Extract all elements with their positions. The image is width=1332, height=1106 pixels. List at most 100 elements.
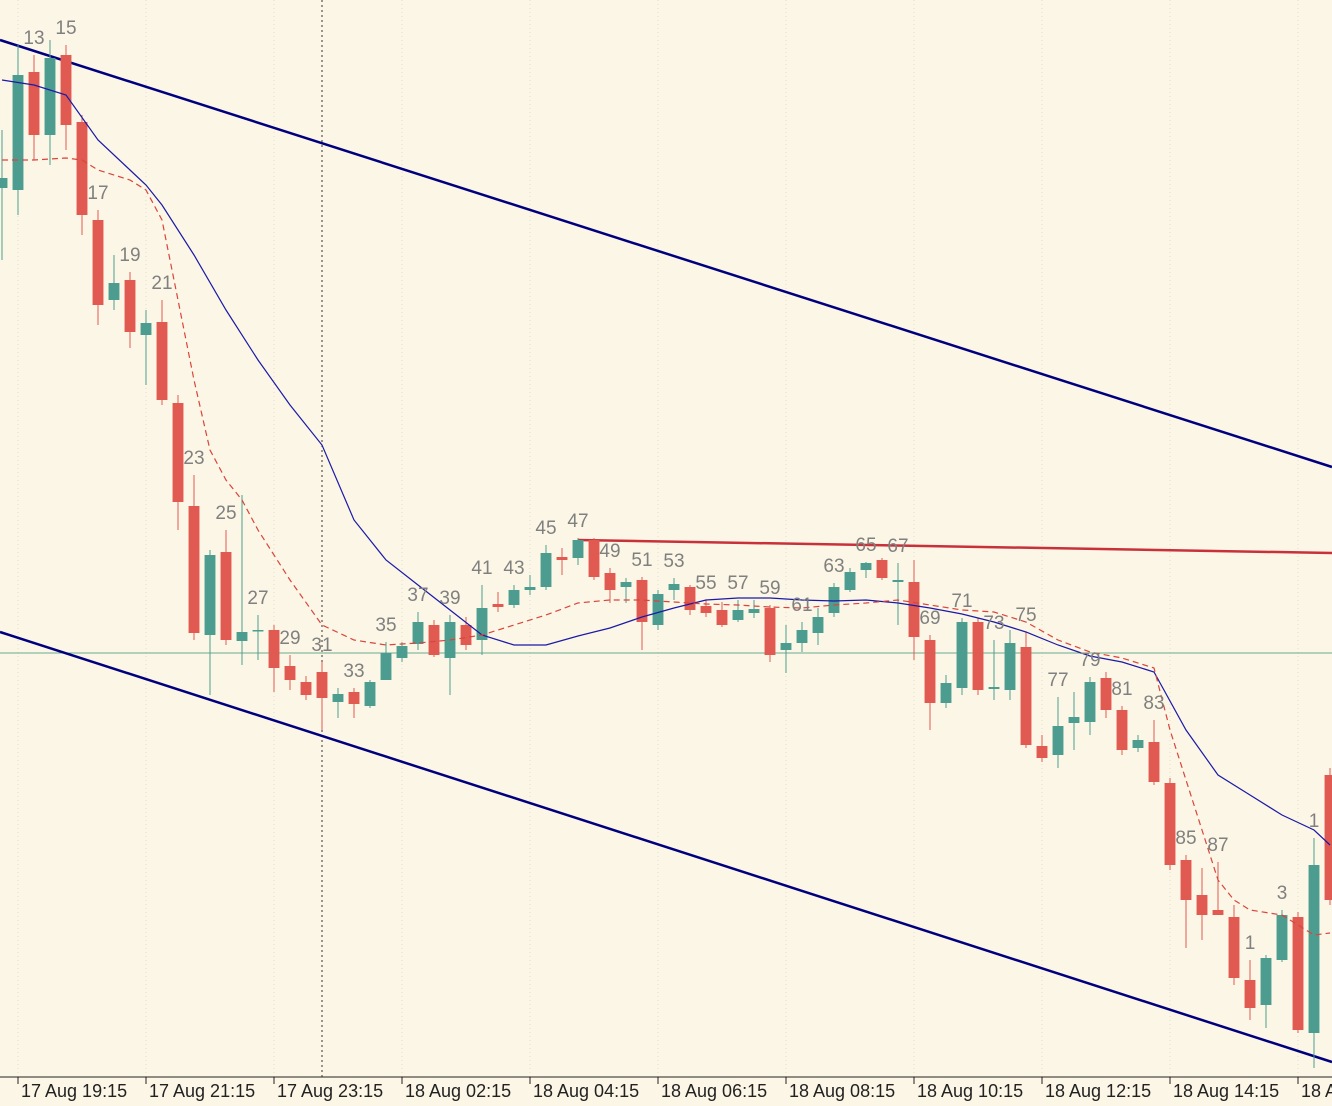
- candle-body: [92, 220, 104, 305]
- candle-body: [60, 55, 72, 125]
- candle-body: [1020, 647, 1032, 745]
- candle-body: [988, 687, 1000, 689]
- candle-label: 27: [247, 588, 268, 609]
- candle-label: 63: [823, 556, 844, 577]
- candle-body: [1052, 726, 1064, 755]
- candle-body: [796, 630, 808, 643]
- trend-line: [0, 630, 1332, 1064]
- candle-label: 19: [119, 245, 140, 266]
- candle-label: 39: [439, 588, 460, 609]
- candle-label: 31: [311, 635, 332, 656]
- candle-body: [556, 557, 568, 560]
- candle-label: 87: [1207, 835, 1228, 856]
- candle-body: [492, 604, 504, 607]
- candle-body: [12, 75, 24, 190]
- candle-label: 73: [983, 613, 1004, 634]
- candle-body: [764, 608, 776, 655]
- candle-body: [236, 632, 248, 641]
- candle-body: [652, 594, 664, 625]
- candle-body: [1228, 917, 1240, 978]
- candle-body: [204, 555, 216, 635]
- x-tick-label: 18 Aug 04:15: [533, 1081, 639, 1101]
- candle-body: [508, 590, 520, 605]
- candle-body: [620, 582, 632, 587]
- candle-body: [1292, 917, 1304, 1030]
- candle-label: 71: [951, 591, 972, 612]
- candle-body: [1212, 910, 1224, 915]
- candle-body: [1148, 742, 1160, 782]
- candle-label: 51: [631, 550, 652, 571]
- candle-body: [220, 552, 232, 640]
- candle-label: 43: [503, 558, 524, 579]
- candle-body: [700, 606, 712, 613]
- candle-body: [380, 653, 392, 680]
- candle-body: [428, 625, 440, 655]
- x-tick-label: 18 Aug 02:15: [405, 1081, 511, 1101]
- candle-label: 25: [215, 503, 236, 524]
- candle-body: [332, 694, 344, 702]
- candle-body: [956, 622, 968, 688]
- candle-body: [300, 682, 312, 695]
- candle-body: [1004, 643, 1016, 690]
- candle-body: [1084, 682, 1096, 722]
- x-tick-label: 18 Aug 14:15: [1173, 1081, 1279, 1101]
- candle-body: [284, 666, 296, 680]
- candle-label: 57: [727, 573, 748, 594]
- candle-body: [844, 572, 856, 590]
- candle-body: [972, 622, 984, 690]
- candle-body: [156, 322, 168, 400]
- candle-label: 33: [343, 661, 364, 682]
- candle-body: [588, 540, 600, 577]
- x-tick-label: 17 Aug 23:15: [277, 1081, 383, 1101]
- candle-body: [908, 582, 920, 637]
- candle-body: [0, 178, 8, 188]
- candle-body: [1116, 710, 1128, 750]
- candle-body: [140, 323, 152, 335]
- candle-body: [44, 58, 56, 135]
- moving-average: [2, 157, 1331, 936]
- candle-body: [124, 280, 136, 332]
- candle-label: 1: [1245, 933, 1256, 954]
- candle-label: 15: [55, 18, 76, 39]
- x-tick-label: 17 Aug 19:15: [21, 1081, 127, 1101]
- candle-label: 21: [151, 273, 172, 294]
- candle-body: [1132, 740, 1144, 748]
- candle-label: 37: [407, 585, 428, 606]
- candle-label: 17: [87, 183, 108, 204]
- candle-body: [572, 540, 584, 558]
- candle-label: 79: [1079, 650, 1100, 671]
- candle-body: [732, 610, 744, 620]
- trend-line: [577, 538, 1332, 555]
- candle-body: [188, 506, 200, 633]
- candle-label: 83: [1143, 693, 1164, 714]
- candle-body: [1244, 980, 1256, 1008]
- candle-body: [540, 553, 552, 587]
- x-tick-label: 17 Aug 21:15: [149, 1081, 255, 1101]
- candle-label: 41: [471, 558, 492, 579]
- candle-label: 61: [791, 595, 812, 616]
- candle-body: [812, 617, 824, 633]
- trend-line: [0, 38, 1332, 469]
- candle-body: [172, 403, 184, 502]
- candle-label: 55: [695, 573, 716, 594]
- candle-body: [668, 584, 680, 590]
- candle-label: 45: [535, 518, 556, 539]
- candle-label: 81: [1111, 679, 1132, 700]
- candle-body: [252, 630, 264, 632]
- candle-body: [876, 560, 888, 578]
- candle-body: [748, 609, 760, 613]
- candle-label: 35: [375, 615, 396, 636]
- candle-body: [268, 630, 280, 668]
- x-tick-label: 18 Aug 12:15: [1045, 1081, 1151, 1101]
- candle-body: [940, 683, 952, 703]
- candle-label: 77: [1047, 670, 1068, 691]
- candle-body: [1164, 783, 1176, 865]
- candle-label: 75: [1015, 605, 1036, 626]
- candle-body: [460, 625, 472, 645]
- candle-body: [412, 622, 424, 644]
- candle-body: [636, 580, 648, 622]
- candle-body: [108, 283, 120, 300]
- candle-label: 47: [567, 511, 588, 532]
